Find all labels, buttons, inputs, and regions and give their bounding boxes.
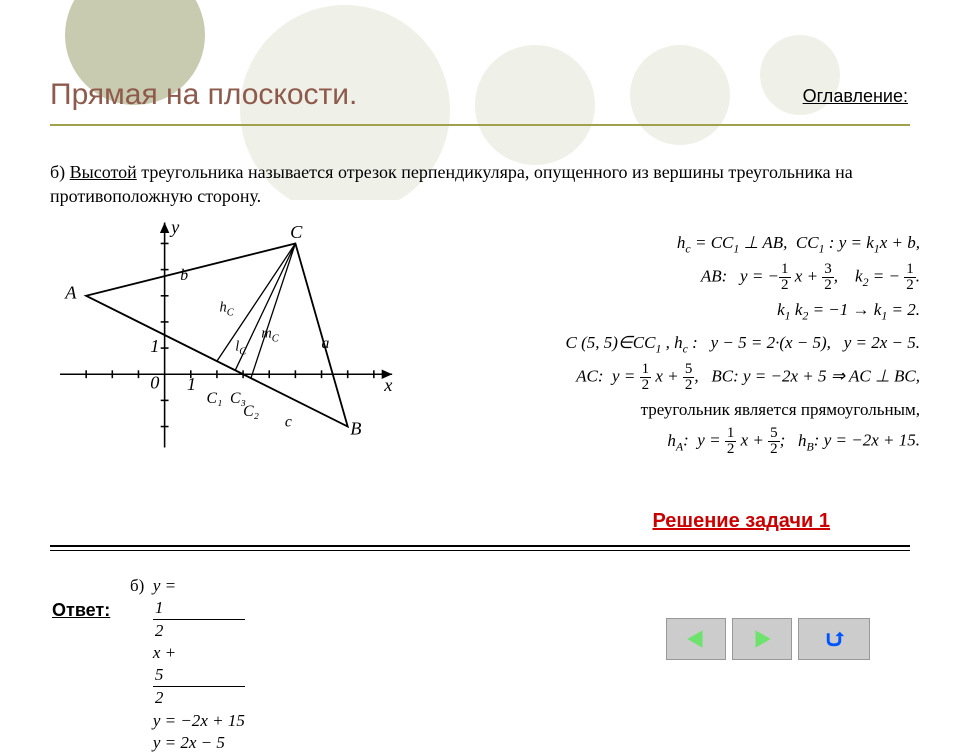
svg-text:b: b bbox=[180, 267, 188, 284]
math-line-4: C (5, 5)∈CC1 , hc : y − 5 = 2·(x − 5), y… bbox=[460, 330, 920, 358]
math-line-1: hc = CC1 ⊥ AB, CC1 : y = k1x + b, bbox=[460, 230, 920, 258]
title-bar: Прямая на плоскости. bbox=[50, 78, 910, 126]
svg-text:y: y bbox=[169, 217, 180, 237]
svg-text:1: 1 bbox=[187, 374, 196, 394]
next-button[interactable] bbox=[732, 618, 792, 660]
math-line-3: k1 k2 = −1 → k1 = 2. bbox=[460, 297, 920, 325]
definition-rest: треугольника называется отрезок перпенди… bbox=[50, 162, 853, 206]
math-line-6: треугольник является прямоугольным, bbox=[460, 397, 920, 423]
svg-text:x: x bbox=[383, 375, 392, 395]
math-line-2: AB: y = −12 x + 32, k2 = − 12. bbox=[460, 262, 920, 293]
answer-line-2: y = −2x + 15 bbox=[153, 710, 245, 732]
separator-1 bbox=[50, 545, 910, 547]
svg-text:hC: hC bbox=[220, 299, 235, 318]
nav-button-group bbox=[666, 618, 870, 660]
svg-text:mC: mC bbox=[261, 326, 279, 345]
math-line-5: AC: y = 12 x + 52, BC: y = −2x + 5 ⇒ AC … bbox=[460, 362, 920, 393]
math-line-7: hA: y = 12 x + 52; hB: y = −2x + 15. bbox=[460, 426, 920, 457]
derivation-block: hc = CC1 ⊥ AB, CC1 : y = k1x + b, AB: y … bbox=[460, 230, 920, 461]
answer-label: Ответ: bbox=[52, 600, 110, 621]
svg-text:c: c bbox=[285, 414, 292, 431]
separator-2 bbox=[50, 550, 910, 551]
answer-part: б) bbox=[130, 576, 144, 595]
svg-text:C: C bbox=[290, 222, 303, 242]
triangle-diagram: 0 1 1 x y A B C C₁ C₂ C₃ b a c hC lC mC bbox=[60, 210, 400, 460]
svg-text:C₁: C₁ bbox=[206, 390, 222, 407]
u-turn-icon bbox=[821, 626, 847, 652]
definition-prefix: б) bbox=[50, 162, 70, 182]
svg-text:A: A bbox=[64, 282, 77, 302]
triangle-left-icon bbox=[683, 626, 709, 652]
toc-link[interactable]: Оглавление: bbox=[803, 86, 908, 107]
solve-link[interactable]: Решение задачи 1 bbox=[652, 510, 830, 533]
svg-text:1: 1 bbox=[150, 336, 159, 356]
definition-term: Высотой bbox=[70, 162, 137, 182]
answer-block: б) y = 12 x + 52 y = −2x + 15 y = 2x − 5 bbox=[130, 575, 245, 754]
answer-line-3: y = 2x − 5 bbox=[153, 732, 245, 754]
return-button[interactable] bbox=[798, 618, 870, 660]
svg-text:lC: lC bbox=[235, 339, 247, 358]
svg-text:a: a bbox=[322, 335, 330, 352]
prev-button[interactable] bbox=[666, 618, 726, 660]
triangle-right-icon bbox=[749, 626, 775, 652]
definition-text: б) Высотой треугольника называется отрез… bbox=[50, 160, 910, 209]
svg-text:0: 0 bbox=[150, 373, 159, 393]
page-title: Прямая на плоскости. bbox=[50, 78, 910, 112]
svg-text:C₃: C₃ bbox=[230, 390, 246, 407]
svg-text:B: B bbox=[350, 418, 361, 438]
